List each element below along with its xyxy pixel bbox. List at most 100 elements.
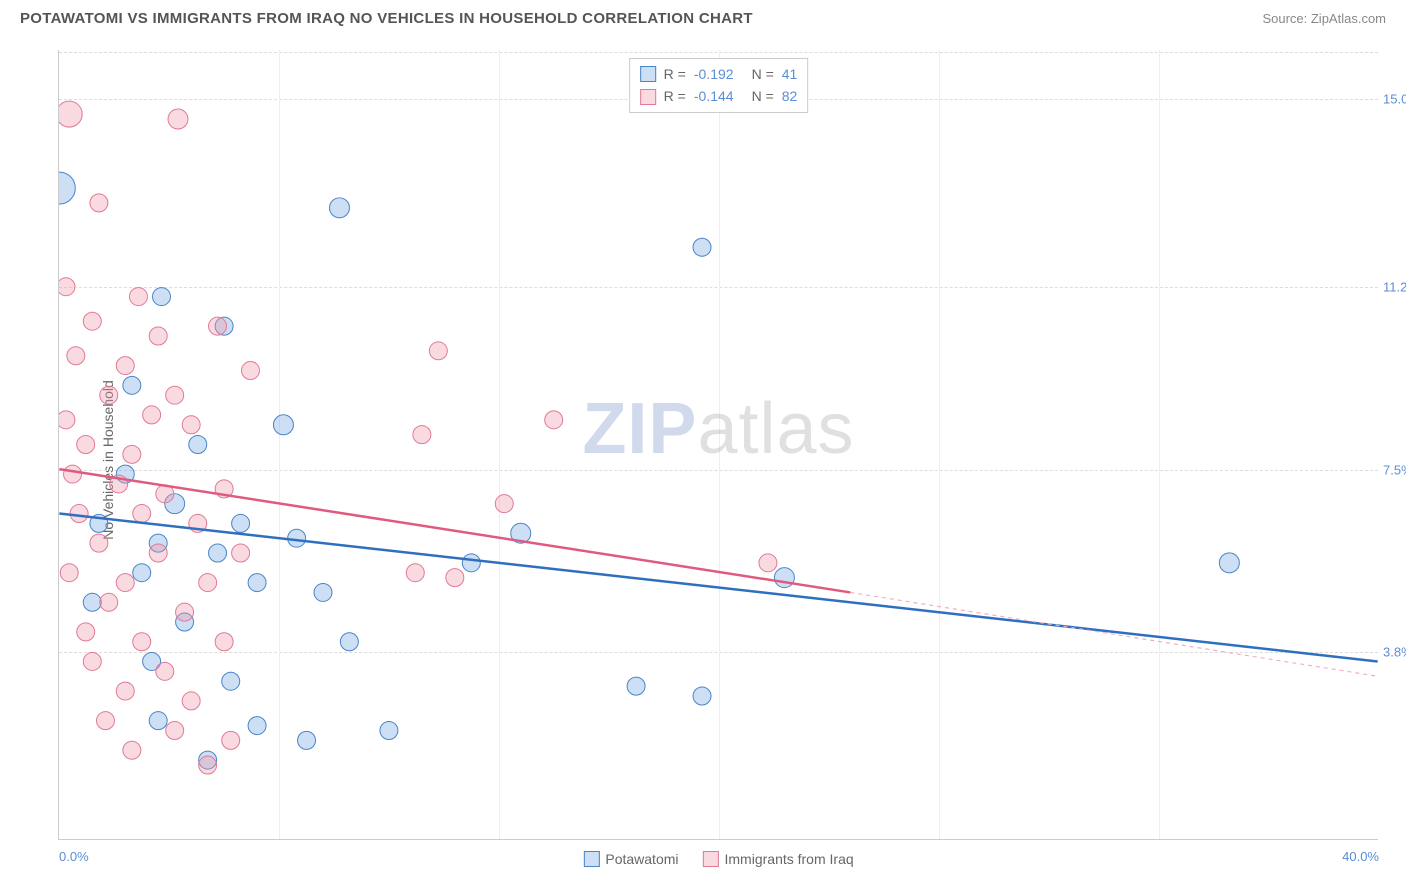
scatter-point bbox=[123, 445, 141, 463]
scatter-point bbox=[222, 731, 240, 749]
scatter-point bbox=[67, 347, 85, 365]
scatter-point bbox=[298, 731, 316, 749]
scatter-point bbox=[96, 712, 114, 730]
legend-r-label: R = bbox=[664, 63, 686, 85]
scatter-point bbox=[273, 415, 293, 435]
scatter-point bbox=[116, 357, 134, 375]
chart-title: POTAWATOMI VS IMMIGRANTS FROM IRAQ NO VE… bbox=[20, 10, 753, 27]
scatter-point bbox=[429, 342, 447, 360]
scatter-point bbox=[133, 505, 151, 523]
scatter-point bbox=[133, 633, 151, 651]
scatter-point bbox=[462, 554, 480, 572]
scatter-point bbox=[222, 672, 240, 690]
scatter-point bbox=[133, 564, 151, 582]
scatter-point bbox=[329, 198, 349, 218]
legend-stats: R = -0.192 N = 41R = -0.144 N = 82 bbox=[629, 58, 809, 113]
scatter-point bbox=[209, 544, 227, 562]
scatter-point bbox=[774, 568, 794, 588]
scatter-point bbox=[693, 687, 711, 705]
scatter-point bbox=[242, 362, 260, 380]
scatter-point bbox=[100, 386, 118, 404]
x-tick-label: 0.0% bbox=[59, 849, 89, 864]
scatter-point bbox=[288, 529, 306, 547]
scatter-point bbox=[545, 411, 563, 429]
legend-n-value: 82 bbox=[782, 85, 798, 107]
legend-swatch bbox=[640, 66, 656, 82]
chart-header: POTAWATOMI VS IMMIGRANTS FROM IRAQ NO VE… bbox=[0, 0, 1406, 33]
y-tick-label: 3.8% bbox=[1383, 645, 1406, 660]
scatter-point bbox=[446, 569, 464, 587]
scatter-point bbox=[116, 682, 134, 700]
y-tick-label: 7.5% bbox=[1383, 462, 1406, 477]
legend-swatch bbox=[703, 851, 719, 867]
scatter-point bbox=[60, 564, 78, 582]
chart-source: Source: ZipAtlas.com bbox=[1262, 11, 1386, 26]
scatter-point bbox=[70, 505, 88, 523]
scatter-point bbox=[314, 583, 332, 601]
scatter-point bbox=[153, 288, 171, 306]
scatter-point bbox=[156, 662, 174, 680]
legend-r-value: -0.192 bbox=[694, 63, 734, 85]
scatter-point bbox=[143, 406, 161, 424]
scatter-point bbox=[209, 317, 227, 335]
scatter-point bbox=[59, 411, 75, 429]
legend-r-value: -0.144 bbox=[694, 85, 734, 107]
scatter-point bbox=[90, 194, 108, 212]
scatter-point bbox=[199, 756, 217, 774]
scatter-point bbox=[693, 238, 711, 256]
scatter-point bbox=[149, 712, 167, 730]
legend-stat-row: R = -0.192 N = 41 bbox=[640, 63, 798, 85]
scatter-point bbox=[116, 574, 134, 592]
scatter-point bbox=[149, 544, 167, 562]
legend-label: Potawatomi bbox=[605, 851, 678, 867]
scatter-point bbox=[123, 741, 141, 759]
scatter-point bbox=[759, 554, 777, 572]
scatter-point bbox=[248, 717, 266, 735]
scatter-point bbox=[129, 288, 147, 306]
scatter-point bbox=[90, 534, 108, 552]
scatter-point bbox=[215, 633, 233, 651]
scatter-point bbox=[59, 101, 82, 127]
scatter-point bbox=[380, 722, 398, 740]
legend-swatch bbox=[583, 851, 599, 867]
scatter-point bbox=[83, 652, 101, 670]
scatter-point bbox=[64, 465, 82, 483]
scatter-point bbox=[168, 109, 188, 129]
scatter-point bbox=[83, 593, 101, 611]
scatter-point bbox=[413, 426, 431, 444]
scatter-point bbox=[123, 376, 141, 394]
chart-container: No Vehicles in Household ZIPatlas R =-0.… bbox=[28, 50, 1388, 870]
scatter-point bbox=[77, 623, 95, 641]
legend-n-label: N = bbox=[752, 85, 774, 107]
scatter-point bbox=[100, 593, 118, 611]
x-tick-label: 40.0% bbox=[1342, 849, 1379, 864]
plot-area: ZIPatlas R =-0.192N =41R =-0.144N =82 Po… bbox=[58, 50, 1378, 840]
legend-item: Potawatomi bbox=[583, 851, 678, 867]
scatter-point bbox=[406, 564, 424, 582]
scatter-point bbox=[182, 416, 200, 434]
scatter-point bbox=[627, 677, 645, 695]
y-tick-label: 11.2% bbox=[1383, 280, 1406, 295]
legend-stat-row: R =-0.144N =82 bbox=[640, 85, 798, 107]
scatter-point bbox=[199, 574, 217, 592]
scatter-point bbox=[232, 514, 250, 532]
y-tick-label: 15.0% bbox=[1383, 92, 1406, 107]
scatter-point bbox=[176, 603, 194, 621]
scatter-point bbox=[340, 633, 358, 651]
scatter-point bbox=[166, 722, 184, 740]
legend-swatch bbox=[640, 89, 656, 105]
legend-n-value: 41 bbox=[782, 63, 798, 85]
scatter-point bbox=[248, 574, 266, 592]
scatter-point bbox=[77, 436, 95, 454]
scatter-point bbox=[59, 278, 75, 296]
scatter-point bbox=[495, 495, 513, 513]
scatter-point bbox=[59, 172, 75, 204]
scatter-point bbox=[232, 544, 250, 562]
legend-item: Immigrants from Iraq bbox=[703, 851, 854, 867]
legend-n-label: N = bbox=[752, 63, 774, 85]
trend-line-dashed bbox=[850, 592, 1377, 676]
plot-svg bbox=[59, 50, 1378, 839]
scatter-point bbox=[166, 386, 184, 404]
scatter-point bbox=[149, 327, 167, 345]
scatter-point bbox=[189, 436, 207, 454]
